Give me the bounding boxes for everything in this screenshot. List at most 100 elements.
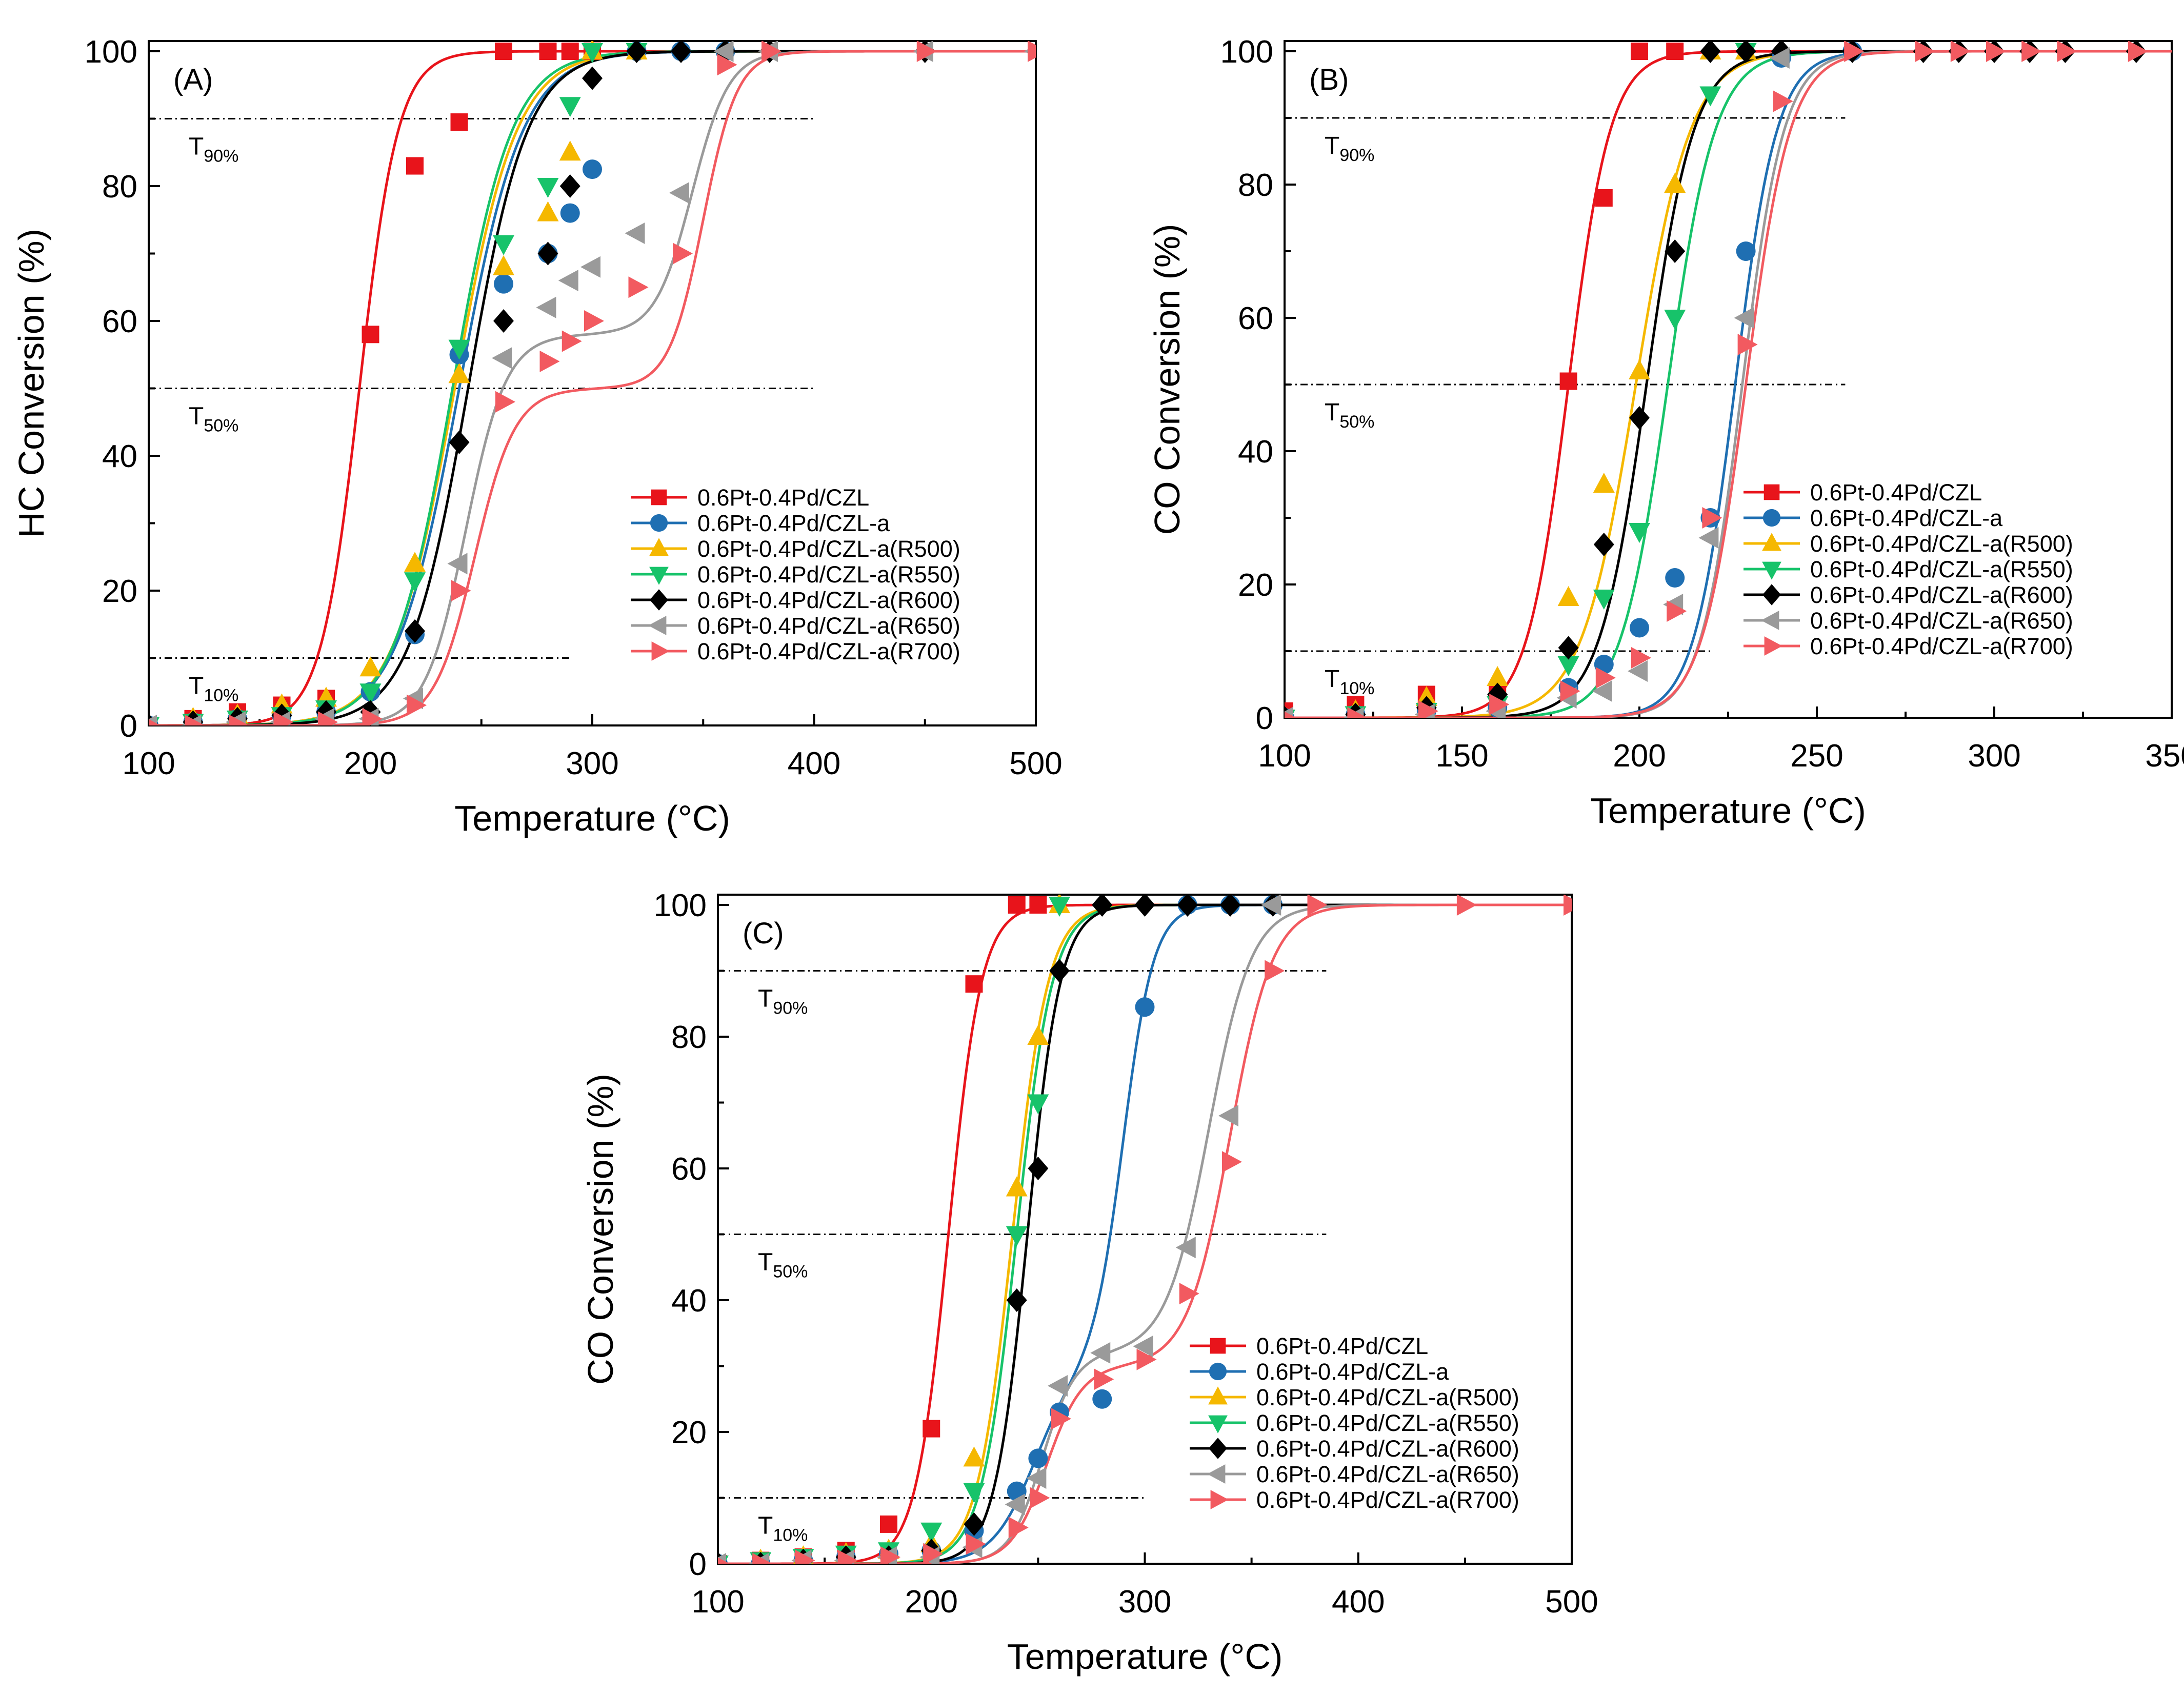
series-r500-point: [493, 255, 514, 275]
series-r650-point: [1769, 47, 1790, 69]
y-tick-label: 0: [1256, 701, 1273, 736]
series-czl-point: [539, 43, 557, 60]
series-r600-point: [671, 41, 691, 63]
series-r600-point: [449, 430, 470, 454]
series-r700-point: [752, 1553, 773, 1564]
series-r550-point: [1557, 656, 1579, 676]
series-czl-point: [1008, 896, 1026, 914]
legend-r500-marker: [649, 538, 669, 556]
legend-r500-marker: [1762, 533, 1781, 551]
series-r700-point: [407, 694, 427, 716]
series-r700-point: [1456, 895, 1477, 916]
y-axis-title: CO Conversion (%): [1147, 224, 1187, 535]
legend-czla-marker: [1762, 509, 1781, 527]
series-r700-point: [880, 1546, 900, 1564]
reference-label: T10%: [189, 673, 238, 705]
legend-r500-label: 0.6Pt-0.4Pd/CZL-a(R500): [697, 536, 960, 562]
series-czla-point: [583, 159, 602, 179]
y-tick-label: 60: [671, 1152, 707, 1187]
legend-r550-label: 0.6Pt-0.4Pd/CZL-a(R550): [1810, 556, 2073, 582]
legend-czl-label: 0.6Pt-0.4Pd/CZL: [1810, 479, 1982, 506]
series-r700-point: [1950, 41, 1971, 62]
series-r550-point: [359, 683, 382, 704]
legend-czla-label: 0.6Pt-0.4Pd/CZL-a: [697, 510, 890, 536]
reference-label: T90%: [189, 133, 238, 166]
y-tick-label: 0: [689, 1547, 707, 1582]
series-r650-point: [1592, 680, 1612, 702]
series-r550-point: [963, 1483, 985, 1503]
series-czla-point: [1092, 1389, 1112, 1409]
reference-label-main: T: [1325, 665, 1339, 693]
legend-r650-label: 0.6Pt-0.4Pd/CZL-a(R650): [697, 613, 960, 639]
series-r650-point: [1734, 307, 1754, 329]
series-r700-point: [539, 350, 560, 372]
series-czla-point: [1736, 241, 1756, 261]
series-r600-point: [1700, 41, 1721, 63]
series-r650-point: [1005, 1493, 1025, 1516]
series-r500-point: [1593, 473, 1615, 493]
series-r700-point: [1631, 647, 1651, 669]
series-r650-point: [1133, 1335, 1153, 1357]
reference-label-sub: 50%: [773, 1262, 808, 1282]
y-tick-label: 60: [102, 304, 137, 339]
x-tick-label: 250: [1790, 738, 1843, 774]
legend: 0.6Pt-0.4Pd/CZL0.6Pt-0.4Pd/CZL-a0.6Pt-0.…: [1190, 1333, 1519, 1513]
series-r650-point: [558, 270, 578, 292]
series-r700-point: [762, 41, 782, 62]
series-r700-point: [149, 719, 161, 725]
legend-r600-label: 0.6Pt-0.4Pd/CZL-a(R600): [1810, 582, 2073, 608]
panel-label: (C): [743, 917, 784, 950]
series-r500-point: [1629, 359, 1650, 379]
reference-label-sub: 10%: [773, 1526, 808, 1545]
series-r700-fit-line: [149, 50, 1036, 725]
legend: 0.6Pt-0.4Pd/CZL0.6Pt-0.4Pd/CZL-a0.6Pt-0.…: [631, 484, 960, 664]
series-czl-point: [1559, 372, 1577, 390]
series-r500-point: [559, 140, 581, 161]
series-czl-point: [495, 43, 512, 60]
legend-r650-marker: [1207, 1464, 1226, 1484]
reference-label-main: T: [1325, 399, 1339, 426]
x-tick-label: 350: [2145, 738, 2184, 774]
panel-label: (A): [173, 63, 213, 96]
series-r600-point: [1593, 533, 1614, 556]
y-axis-title: HC Conversion (%): [11, 229, 51, 538]
series-czl-point: [362, 326, 379, 344]
legend-r600-marker: [1762, 584, 1781, 605]
series-r700-point: [1030, 1487, 1050, 1509]
series-r550-point: [920, 1522, 943, 1543]
series-r550-point: [582, 43, 603, 63]
series-czl-point: [1666, 43, 1684, 60]
series-r600-point: [1735, 41, 1756, 63]
series-r700-point: [1560, 680, 1580, 702]
series-r650-point: [625, 223, 645, 245]
series-r700-point: [1986, 41, 2006, 62]
panel-label: (B): [1309, 63, 1349, 96]
legend-r500-label: 0.6Pt-0.4Pd/CZL-a(R500): [1256, 1384, 1519, 1410]
series-r500-point: [404, 552, 426, 572]
reference-label-sub: 90%: [204, 147, 238, 166]
reference-label-sub: 10%: [204, 686, 238, 705]
series-r700-point: [795, 1549, 815, 1564]
legend-r700-marker: [1764, 636, 1782, 656]
series-czl-point: [965, 975, 983, 993]
series-r600-point: [1629, 406, 1650, 430]
x-tick-label: 200: [1613, 738, 1666, 774]
series-r700-point: [1844, 41, 1865, 62]
reference-label-sub: 50%: [204, 416, 238, 436]
series-r500-point: [448, 363, 470, 383]
series-r600-point: [1177, 895, 1198, 917]
series-r500-point: [963, 1446, 985, 1467]
legend-r700-marker: [651, 641, 670, 661]
panel-c: 100 200 300 400 500 0 20 40 60 80 100 Temperature (…: [580, 888, 1598, 1677]
x-tick-label: 100: [691, 1584, 744, 1620]
x-axis-title: Temperature (°C): [454, 798, 730, 838]
series-r550-point: [1699, 86, 1721, 107]
y-tick-label: 80: [1238, 168, 1273, 203]
legend-r550-marker: [649, 567, 669, 585]
legend: 0.6Pt-0.4Pd/CZL0.6Pt-0.4Pd/CZL-a0.6Pt-0.…: [1744, 479, 2073, 659]
reference-label: T90%: [1325, 132, 1374, 165]
legend-r650-label: 0.6Pt-0.4Pd/CZL-a(R650): [1810, 608, 2073, 634]
series-r700-point: [966, 1533, 986, 1555]
legend-r600-marker: [650, 589, 668, 611]
